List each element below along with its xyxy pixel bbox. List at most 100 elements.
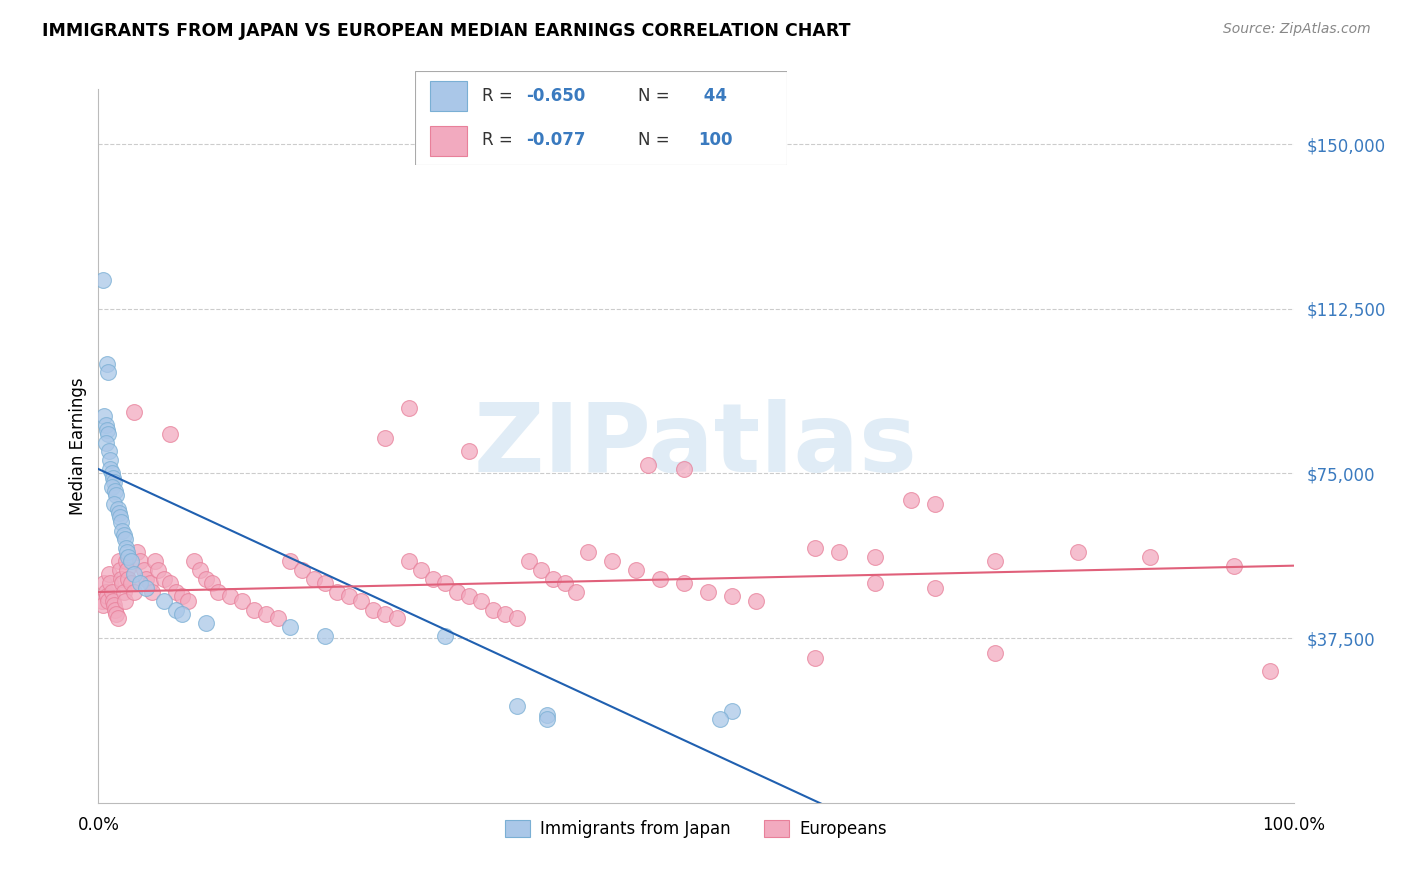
Point	[153, 594, 176, 608]
Point	[1139, 549, 1161, 564]
Point	[94, 418, 117, 433]
Point	[865, 549, 887, 564]
Point	[135, 572, 157, 586]
Point	[339, 590, 361, 604]
Point	[231, 594, 253, 608]
Text: N =: N =	[638, 131, 669, 149]
Point	[114, 594, 136, 608]
Point	[506, 699, 529, 714]
Point	[120, 576, 142, 591]
Point	[105, 607, 128, 621]
Point	[984, 554, 1007, 568]
Point	[207, 585, 229, 599]
Point	[219, 590, 242, 604]
Point	[115, 563, 138, 577]
Point	[97, 366, 120, 380]
Point	[326, 585, 349, 599]
Point	[1258, 664, 1281, 678]
Point	[117, 549, 139, 564]
Point	[721, 704, 744, 718]
Point	[101, 471, 124, 485]
Point	[804, 651, 827, 665]
Point	[254, 607, 277, 621]
Point	[828, 545, 851, 559]
Point	[96, 590, 118, 604]
Point	[278, 554, 301, 568]
Text: -0.650: -0.650	[527, 87, 586, 104]
Point	[104, 602, 127, 616]
Point	[374, 431, 396, 445]
Point	[434, 576, 457, 591]
Point	[565, 585, 588, 599]
Text: ZIPatlas: ZIPatlas	[474, 400, 918, 492]
Point	[108, 563, 131, 577]
Point	[104, 483, 127, 498]
Point	[101, 594, 124, 608]
Text: 44: 44	[697, 87, 727, 104]
Point	[243, 602, 266, 616]
Point	[153, 572, 176, 586]
Point	[148, 563, 170, 577]
Point	[165, 585, 187, 599]
Point	[120, 554, 142, 568]
Point	[302, 572, 325, 586]
Point	[536, 712, 558, 726]
Point	[107, 506, 129, 520]
Point	[172, 607, 194, 621]
Legend: Immigrants from Japan, Europeans: Immigrants from Japan, Europeans	[499, 813, 893, 845]
Point	[188, 563, 211, 577]
Text: -0.077: -0.077	[527, 131, 586, 149]
Point	[91, 598, 114, 612]
Point	[98, 462, 122, 476]
Text: Source: ZipAtlas.com: Source: ZipAtlas.com	[1223, 22, 1371, 37]
Bar	[430, 81, 467, 111]
Point	[103, 475, 125, 490]
Point	[1067, 545, 1090, 559]
Point	[91, 594, 114, 608]
Point	[105, 488, 128, 502]
Bar	[430, 126, 467, 156]
Point	[124, 585, 146, 599]
Point	[350, 594, 373, 608]
Point	[115, 545, 138, 559]
Point	[278, 620, 301, 634]
Text: N =: N =	[638, 87, 669, 104]
Point	[103, 598, 125, 612]
Point	[132, 563, 155, 577]
Text: R =: R =	[482, 87, 513, 104]
Point	[111, 524, 134, 538]
Point	[143, 554, 166, 568]
Point	[422, 572, 444, 586]
Point	[111, 576, 134, 591]
Point	[267, 611, 290, 625]
Point	[1223, 558, 1246, 573]
Point	[494, 607, 516, 621]
Point	[602, 554, 624, 568]
Point	[165, 602, 187, 616]
Text: R =: R =	[482, 131, 513, 149]
Point	[115, 541, 138, 555]
Point	[124, 567, 146, 582]
Point	[98, 453, 122, 467]
Point	[103, 497, 125, 511]
Point	[195, 572, 218, 586]
Point	[124, 405, 146, 419]
Point	[578, 545, 600, 559]
Point	[506, 611, 529, 625]
Point	[117, 572, 139, 586]
Point	[315, 629, 337, 643]
Point	[107, 501, 129, 516]
Point	[100, 585, 122, 599]
Point	[536, 708, 558, 723]
Point	[125, 545, 148, 559]
Text: IMMIGRANTS FROM JAPAN VS EUROPEAN MEDIAN EARNINGS CORRELATION CHART: IMMIGRANTS FROM JAPAN VS EUROPEAN MEDIAN…	[42, 22, 851, 40]
FancyBboxPatch shape	[415, 71, 787, 165]
Point	[924, 497, 946, 511]
Point	[458, 444, 481, 458]
Point	[541, 572, 564, 586]
Point	[697, 585, 720, 599]
Point	[108, 510, 131, 524]
Point	[114, 533, 136, 547]
Point	[398, 401, 420, 415]
Point	[98, 444, 121, 458]
